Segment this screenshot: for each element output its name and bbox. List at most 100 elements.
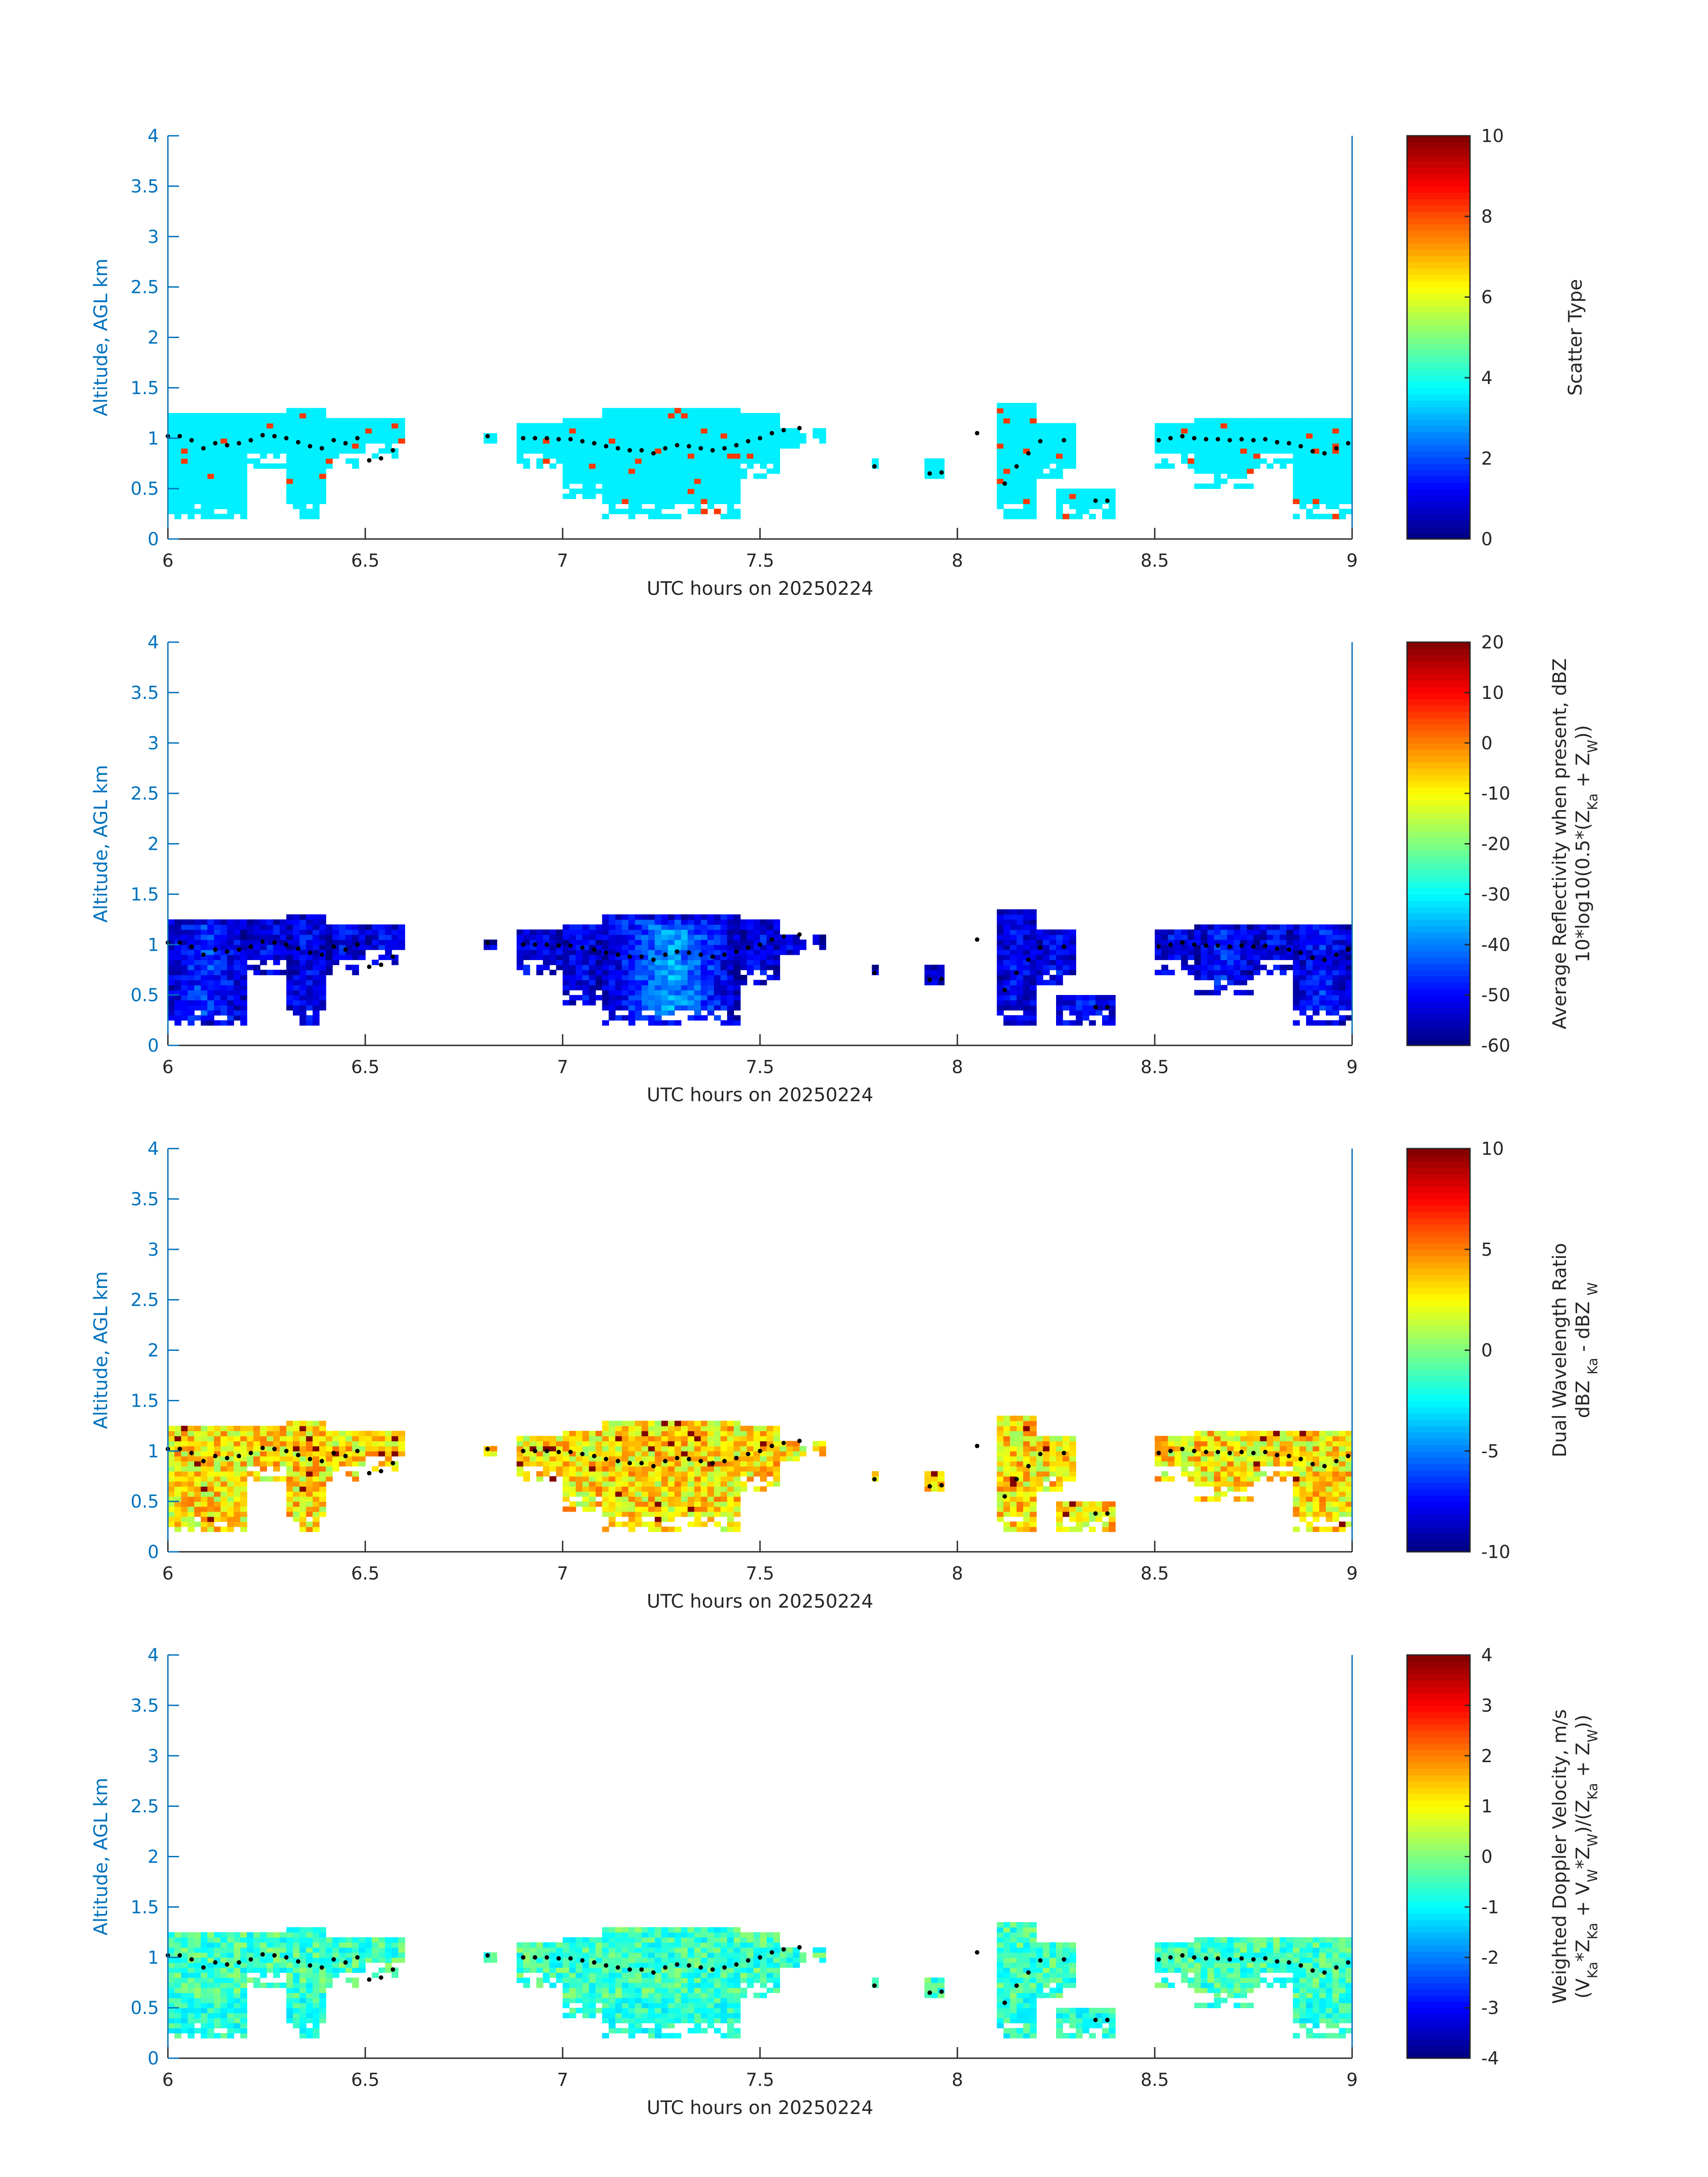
heatmap-cell (292, 423, 300, 429)
heatmap-cell (635, 489, 642, 494)
heatmap-cell (720, 478, 728, 484)
heatmap-cell (1220, 949, 1228, 955)
heatmap-cell (622, 1491, 629, 1497)
colorbar-swatch (1407, 381, 1470, 389)
heatmap-cell (1194, 969, 1201, 975)
heatmap-cell (622, 443, 629, 449)
heatmap-cell (1326, 954, 1333, 960)
colorbar-swatch (1407, 406, 1470, 414)
heatmap-cell (1062, 458, 1070, 464)
heatmap-cell (655, 1421, 662, 1426)
cloud-top-dot (556, 437, 561, 442)
heatmap-cell (602, 1446, 609, 1452)
heatmap-cell (1220, 985, 1228, 990)
heatmap-cell (188, 990, 195, 995)
heatmap-cell (1319, 478, 1326, 484)
y-tick-label: 3 (148, 227, 159, 247)
heatmap-cell (1187, 965, 1195, 970)
heatmap-cell (569, 1476, 576, 1482)
heatmap-cell (701, 924, 708, 930)
heatmap-cell (1062, 965, 1070, 970)
heatmap-cell (220, 1441, 228, 1446)
heatmap-cell (1312, 995, 1320, 1001)
heatmap-cell (1201, 954, 1208, 960)
heatmap-cell (240, 458, 247, 464)
heatmap-cell (753, 453, 760, 459)
heatmap-cell (628, 418, 635, 424)
heatmap-cell (391, 423, 399, 429)
heatmap-cell (372, 1436, 379, 1442)
heatmap-cell (220, 1526, 228, 1532)
heatmap-cell (668, 453, 675, 459)
heatmap-cell (1339, 949, 1346, 955)
cloud-top-dot (568, 437, 573, 442)
heatmap-cell (181, 944, 188, 950)
heatmap-cell (655, 433, 662, 439)
heatmap-cell (997, 428, 1004, 434)
heatmap-cell (200, 428, 208, 434)
heatmap-cell (609, 1506, 616, 1512)
heatmap-cell (747, 418, 754, 424)
heatmap-cell (609, 1451, 616, 1457)
heatmap-cell (582, 980, 589, 986)
heatmap-cell (1187, 448, 1195, 454)
cloud-top-dot (1002, 987, 1007, 992)
heatmap-cell (1345, 498, 1353, 504)
heatmap-cell (734, 975, 741, 981)
heatmap-cell (681, 1476, 688, 1482)
heatmap-cell (1233, 969, 1241, 975)
heatmap-cell (1299, 929, 1307, 935)
heatmap-cell (681, 960, 688, 965)
heatmap-cell (174, 1476, 182, 1482)
heatmap-cell (200, 1496, 208, 1502)
heatmap-cell (1247, 443, 1254, 449)
heatmap-cell (563, 990, 570, 995)
heatmap-cell (200, 1521, 208, 1527)
heatmap-cell (1345, 453, 1353, 459)
heatmap-cell (589, 1486, 596, 1492)
heatmap-cell (747, 433, 754, 439)
heatmap-cell (319, 1425, 326, 1431)
heatmap-cell (1339, 418, 1346, 424)
heatmap-cell (194, 985, 201, 990)
heatmap-cell (674, 514, 681, 519)
colorbar-swatch (1407, 482, 1470, 489)
heatmap-cell (1010, 448, 1017, 454)
colorbar-swatch (1407, 812, 1470, 819)
heatmap-cell (214, 940, 221, 945)
heatmap-cell (720, 463, 728, 469)
heatmap-cell (569, 1491, 576, 1497)
heatmap-cell (1049, 965, 1057, 970)
heatmap-cell (1319, 433, 1326, 439)
heatmap-cell (674, 453, 681, 459)
heatmap-cell (194, 483, 201, 489)
heatmap-cell (1010, 909, 1017, 915)
heatmap-cell (997, 438, 1004, 444)
heatmap-cell (536, 929, 543, 935)
heatmap-cell (615, 1446, 622, 1452)
heatmap-cell (753, 428, 760, 434)
heatmap-cell (260, 1451, 267, 1457)
heatmap-cell (622, 463, 629, 469)
heatmap-cell (707, 924, 714, 930)
heatmap-cell (200, 1486, 208, 1492)
heatmap-cell (313, 1506, 320, 1512)
cloud-top-dot (1263, 437, 1268, 442)
heatmap-cell (1247, 940, 1254, 945)
heatmap-cell (181, 924, 188, 930)
heatmap-cell (1187, 463, 1195, 469)
heatmap-cell (319, 914, 326, 920)
heatmap-cell (1312, 453, 1320, 459)
heatmap-cell (234, 498, 241, 504)
heatmap-cell (1194, 423, 1201, 429)
heatmap-cell (668, 1010, 675, 1016)
heatmap-cell (628, 995, 635, 1001)
heatmap-cell (1233, 949, 1241, 955)
heatmap-cell (615, 975, 622, 981)
heatmap-cell (681, 438, 688, 444)
heatmap-cell (1345, 969, 1353, 975)
heatmap-cell (582, 1466, 589, 1472)
colorbar-swatch (1407, 837, 1470, 844)
heatmap-cell (1194, 954, 1201, 960)
heatmap-cell (628, 975, 635, 981)
